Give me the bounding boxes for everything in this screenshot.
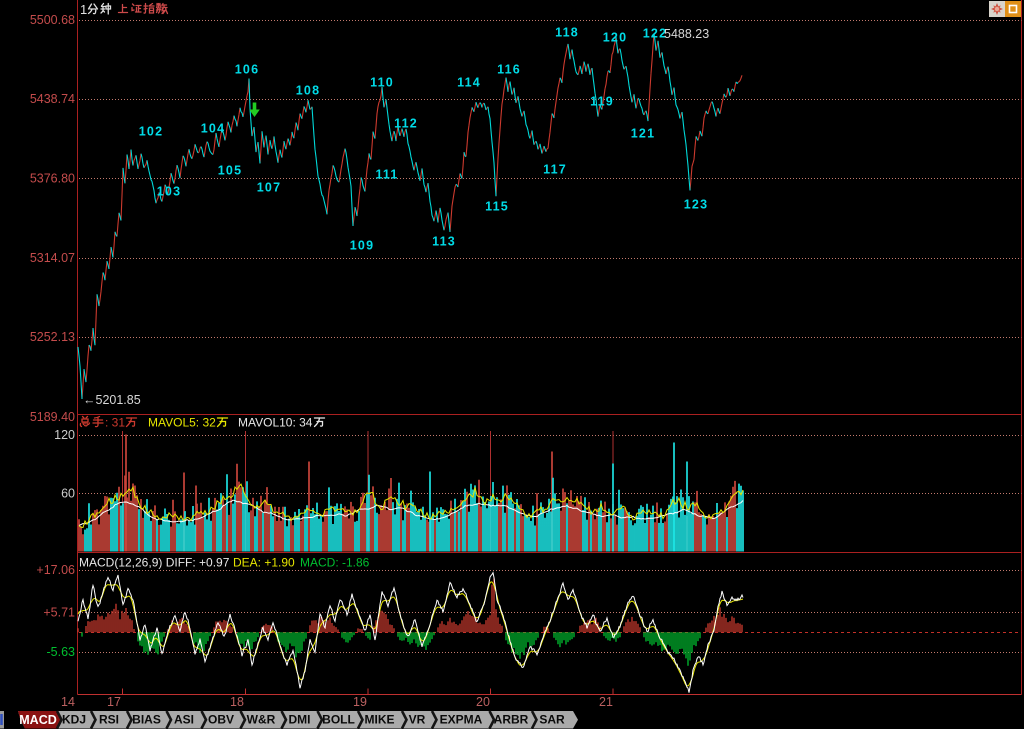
- svg-text:107: 107: [257, 181, 281, 195]
- svg-text:120: 120: [603, 31, 627, 45]
- svg-text:119: 119: [590, 95, 614, 109]
- svg-text:KDJ: KDJ: [62, 713, 86, 727]
- svg-text:118: 118: [555, 26, 579, 40]
- svg-text:108: 108: [296, 84, 320, 98]
- svg-text:17: 17: [107, 695, 121, 709]
- svg-text:121: 121: [631, 127, 655, 141]
- svg-text:DMI: DMI: [289, 713, 311, 727]
- svg-text:W&R: W&R: [247, 713, 276, 727]
- svg-text:5438.74: 5438.74: [30, 92, 75, 106]
- svg-text:: 31: : 31: [105, 416, 125, 430]
- svg-text:122: 122: [643, 27, 667, 41]
- svg-text:MIKE: MIKE: [365, 713, 395, 727]
- svg-text:5488.23: 5488.23: [664, 27, 709, 41]
- svg-text:5314.07: 5314.07: [30, 251, 75, 265]
- svg-text:←5201.85: ←5201.85: [83, 393, 141, 407]
- svg-text:+5.71: +5.71: [43, 605, 75, 619]
- svg-text:14: 14: [61, 695, 75, 709]
- svg-text:MACD: MACD: [19, 713, 57, 727]
- svg-text:SAR: SAR: [539, 713, 565, 727]
- svg-text:5500.68: 5500.68: [30, 13, 75, 27]
- svg-text:116: 116: [497, 63, 521, 77]
- svg-text:113: 113: [432, 235, 456, 249]
- svg-text:117: 117: [543, 163, 567, 177]
- svg-text:MAVOL10: 34: MAVOL10: 34: [238, 416, 313, 430]
- svg-text:ASI: ASI: [174, 713, 194, 727]
- svg-text:5376.80: 5376.80: [30, 172, 75, 186]
- svg-text:+17.06: +17.06: [36, 563, 75, 577]
- svg-text:19: 19: [353, 695, 367, 709]
- svg-text:112: 112: [394, 117, 418, 131]
- svg-text:102: 102: [139, 125, 163, 139]
- svg-text:120: 120: [54, 428, 75, 442]
- svg-text:EXPMA: EXPMA: [440, 713, 483, 727]
- svg-text:MACD: -1.86: MACD: -1.86: [300, 556, 370, 570]
- svg-text:OBV: OBV: [208, 713, 234, 727]
- svg-text:123: 123: [684, 198, 708, 212]
- svg-text:115: 115: [485, 200, 509, 214]
- svg-text:1: 1: [80, 2, 87, 17]
- svg-text:106: 106: [235, 63, 259, 77]
- svg-text:RSI: RSI: [99, 713, 119, 727]
- svg-text:21: 21: [599, 695, 613, 709]
- svg-text:110: 110: [370, 76, 394, 90]
- svg-text:111: 111: [375, 168, 398, 182]
- svg-text:MACD(12,26,9) DIFF: +0.97: MACD(12,26,9) DIFF: +0.97: [79, 556, 230, 570]
- svg-text:103: 103: [157, 185, 181, 199]
- svg-text:ARBR: ARBR: [494, 713, 529, 727]
- svg-text:60: 60: [61, 486, 75, 500]
- svg-text:MAVOL5: 32: MAVOL5: 32: [148, 416, 216, 430]
- svg-text:5189.40: 5189.40: [30, 410, 75, 424]
- svg-text:BOLL: BOLL: [322, 713, 355, 727]
- svg-text:114: 114: [457, 76, 481, 90]
- svg-text:105: 105: [218, 164, 242, 178]
- svg-text:20: 20: [476, 695, 490, 709]
- svg-text:BIAS: BIAS: [132, 713, 161, 727]
- svg-text:104: 104: [201, 122, 225, 136]
- svg-text:5252.13: 5252.13: [30, 330, 75, 344]
- svg-text:109: 109: [350, 239, 374, 253]
- svg-text:DEA: +1.90: DEA: +1.90: [233, 556, 295, 570]
- svg-text:VR: VR: [409, 713, 426, 727]
- svg-text:18: 18: [230, 695, 244, 709]
- svg-text:-5.63: -5.63: [47, 645, 76, 659]
